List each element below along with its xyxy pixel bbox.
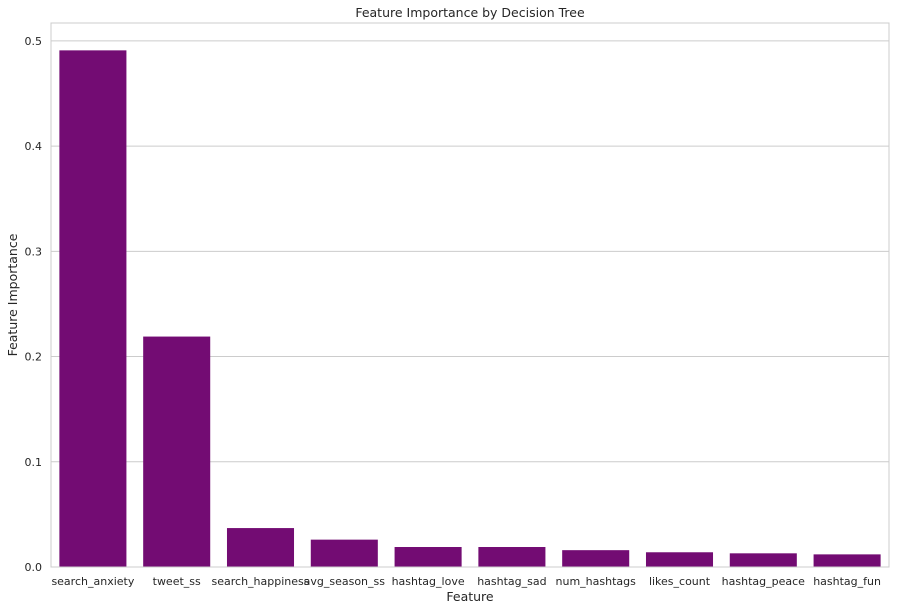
y-tick-label: 0.2 [25, 351, 43, 364]
bars [59, 50, 881, 567]
y-tick-label: 0.0 [25, 561, 43, 574]
x-tick-label: hashtag_peace [722, 575, 805, 588]
x-tick-labels: search_anxiety tweet_ss search_happinessav… [51, 575, 881, 588]
y-tick-labels: 0.0 0.1 0.2 0.3 0.4 0.5 [25, 35, 43, 574]
bar-hashtag_peace [729, 553, 797, 567]
x-axis-label: Feature [446, 589, 494, 604]
y-tick-label: 0.5 [25, 35, 43, 48]
x-tick-label: num_hashtags [556, 575, 637, 588]
x-tick-label: search_happiness [212, 575, 310, 588]
bar-search_happiness [226, 528, 295, 567]
bar-avg_season_ss [310, 539, 378, 567]
plot-frame [50, 22, 890, 568]
x-tick-label: hashtag_fun [813, 575, 881, 588]
x-tick-label: search_anxiety [51, 575, 134, 588]
x-tick-label: hashtag_sad [477, 575, 546, 588]
bar-tweet_ss [143, 336, 211, 567]
x-tick-label: likes_count [649, 575, 711, 588]
x-tick-label: avg_season_ss [304, 575, 386, 588]
bar-search_anxiety [59, 50, 127, 567]
bar-likes_count [645, 552, 714, 567]
bar-hashtag_sad [478, 547, 546, 567]
x-tick-label: tweet_ss [153, 575, 201, 588]
y-tick-label: 0.1 [25, 456, 43, 469]
y-axis-label: Feature Importance [5, 233, 20, 356]
x-tick-label: hashtag_love [392, 575, 465, 588]
bar-hashtag_love [394, 547, 462, 567]
chart-title: Feature Importance by Decision Tree [355, 5, 585, 20]
y-tick-label: 0.3 [25, 245, 43, 258]
y-tick-label: 0.4 [25, 140, 43, 153]
bar-num_hashtags [562, 550, 630, 567]
bar-hashtag_fun [813, 554, 881, 567]
